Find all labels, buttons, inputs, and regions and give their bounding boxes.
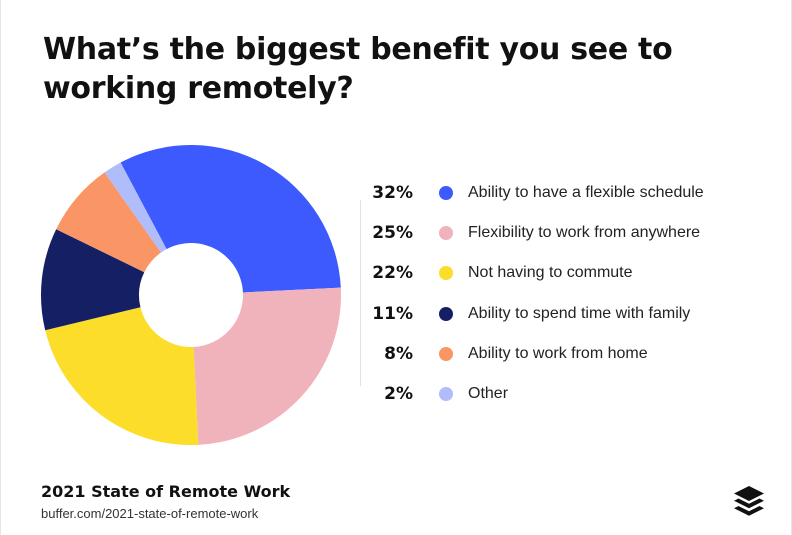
- chart-title: What’s the biggest benefit you see to wo…: [43, 32, 673, 106]
- donut-slice: [104, 162, 167, 253]
- buffer-logo-icon: [734, 486, 764, 516]
- legend-value: 8%: [384, 343, 413, 364]
- footer-title: 2021 State of Remote Work: [41, 482, 291, 501]
- legend-swatch: [439, 226, 453, 241]
- legend-value: 11%: [372, 303, 413, 324]
- legend-label: Other: [468, 384, 509, 402]
- legend-item: 8% Ability to work from home: [371, 336, 771, 376]
- legend-value: 2%: [384, 383, 413, 404]
- legend-swatch: [439, 306, 453, 321]
- legend-label: Ability to work from home: [468, 344, 648, 362]
- donut-slice: [56, 172, 162, 273]
- donut-chart: [41, 144, 341, 445]
- legend-item: 2% Other: [371, 376, 771, 416]
- legend-label: Not having to commute: [468, 264, 633, 282]
- legend-value: 22%: [372, 263, 413, 284]
- legend-item: 32% Ability to have a flexible schedule: [371, 175, 771, 215]
- legend-swatch: [439, 186, 453, 200]
- legend-value: 25%: [372, 223, 413, 244]
- legend-swatch: [439, 386, 453, 401]
- legend-label: Flexibility to work from anywhere: [468, 224, 701, 242]
- legend-label: Ability to spend time with family: [468, 304, 691, 322]
- donut-slice: [120, 144, 341, 293]
- legend-swatch: [439, 346, 453, 361]
- donut-slice: [41, 229, 145, 331]
- legend-item: 11% Ability to spend time with family: [371, 296, 771, 336]
- legend-swatch: [439, 266, 453, 281]
- legend-label: Ability to have a flexible schedule: [468, 184, 704, 201]
- donut-slice: [45, 307, 199, 445]
- legend-item: 22% Not having to commute: [371, 255, 771, 295]
- donut-slice: [193, 287, 341, 445]
- legend-divider: [360, 200, 361, 386]
- legend-item: 25% Flexibility to work from anywhere: [371, 215, 771, 255]
- legend: 32% Ability to have a flexible schedule …: [371, 175, 771, 416]
- legend-value: 32%: [372, 183, 413, 203]
- footer-url[interactable]: buffer.com/2021-state-of-remote-work: [41, 506, 259, 521]
